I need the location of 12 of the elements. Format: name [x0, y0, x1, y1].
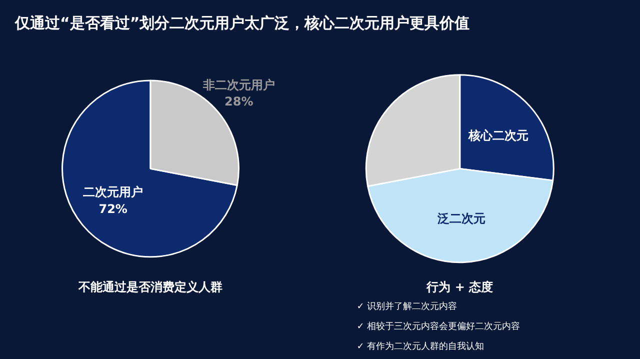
- slice-label: 二次元用户: [83, 185, 144, 200]
- data-label: 72%: [98, 202, 128, 216]
- text: ✓ 相较于三次元内容会更偏好二次元内容: [356, 320, 520, 332]
- text: ✓ 识别并了解二次元内容: [356, 300, 458, 312]
- data-label: 28%: [224, 94, 254, 109]
- slice-label: 泛二次元: [436, 212, 486, 226]
- slice-label: 核心二次元: [468, 128, 529, 143]
- slice-label: 非二次元用户: [202, 78, 275, 92]
- chart-title: 仅通过“是否看过”划分二次元用户太广泛，核心二次元用户更具价值: [15, 13, 470, 34]
- text: 行为 + 态度: [426, 280, 494, 294]
- text: 不能通过是否消费定义人群: [78, 280, 222, 294]
- text: ✓ 有作为二次元人群的自我认知: [356, 340, 484, 352]
